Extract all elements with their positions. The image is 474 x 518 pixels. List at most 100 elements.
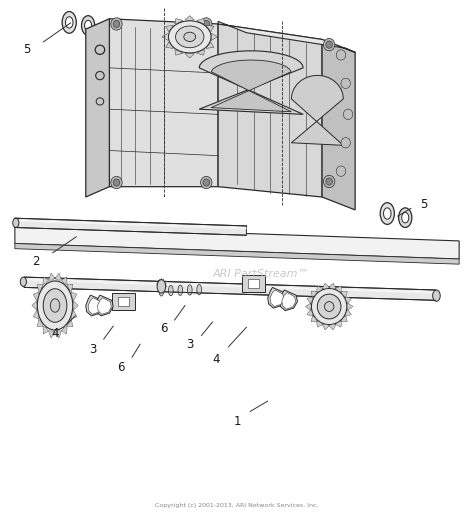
Polygon shape [346, 310, 351, 316]
Polygon shape [33, 310, 39, 319]
Polygon shape [218, 24, 322, 197]
Polygon shape [37, 284, 43, 292]
Polygon shape [175, 50, 183, 55]
Polygon shape [335, 321, 342, 327]
Polygon shape [43, 326, 49, 334]
Polygon shape [292, 75, 343, 146]
Polygon shape [62, 326, 67, 334]
Polygon shape [341, 291, 347, 297]
Polygon shape [112, 293, 135, 310]
Polygon shape [185, 53, 194, 58]
Ellipse shape [159, 286, 164, 296]
Polygon shape [322, 283, 329, 289]
Polygon shape [196, 19, 205, 24]
Circle shape [203, 179, 210, 186]
Polygon shape [211, 60, 292, 112]
Ellipse shape [37, 281, 73, 330]
Circle shape [341, 78, 350, 89]
Polygon shape [268, 287, 286, 308]
Ellipse shape [184, 32, 196, 41]
Polygon shape [242, 275, 265, 293]
Polygon shape [109, 19, 218, 186]
Polygon shape [62, 277, 67, 285]
Polygon shape [282, 293, 296, 309]
Polygon shape [199, 51, 303, 114]
Ellipse shape [178, 285, 182, 295]
Polygon shape [270, 290, 284, 307]
Circle shape [201, 18, 212, 30]
Circle shape [113, 20, 120, 27]
Ellipse shape [383, 208, 391, 219]
Ellipse shape [82, 16, 95, 35]
Polygon shape [15, 225, 459, 259]
Polygon shape [49, 331, 55, 338]
Polygon shape [15, 243, 459, 264]
Ellipse shape [43, 289, 67, 322]
Polygon shape [55, 331, 62, 338]
Polygon shape [211, 33, 218, 40]
Text: 6: 6 [118, 361, 125, 374]
Polygon shape [88, 298, 102, 314]
Polygon shape [162, 33, 168, 40]
Ellipse shape [65, 17, 73, 28]
Polygon shape [32, 301, 37, 310]
Polygon shape [33, 292, 39, 300]
Text: 4: 4 [51, 327, 59, 340]
Text: Copyright (c) 2001-2013, ARI Network Services, Inc.: Copyright (c) 2001-2013, ARI Network Ser… [155, 503, 319, 508]
Polygon shape [322, 324, 329, 330]
Circle shape [111, 18, 122, 30]
Circle shape [323, 175, 335, 188]
Circle shape [336, 50, 346, 60]
Polygon shape [49, 273, 55, 280]
Polygon shape [24, 277, 436, 300]
Polygon shape [341, 316, 347, 322]
Polygon shape [196, 50, 205, 55]
Circle shape [323, 38, 335, 51]
Circle shape [326, 178, 332, 185]
Ellipse shape [62, 11, 76, 33]
Ellipse shape [187, 285, 192, 295]
Polygon shape [317, 321, 323, 327]
Text: 1: 1 [233, 415, 241, 428]
Ellipse shape [324, 301, 334, 311]
Polygon shape [317, 286, 323, 292]
Polygon shape [311, 291, 317, 297]
Ellipse shape [399, 208, 412, 227]
Polygon shape [307, 297, 313, 304]
Polygon shape [329, 324, 336, 330]
Polygon shape [86, 19, 109, 197]
Circle shape [113, 179, 120, 186]
Polygon shape [346, 297, 351, 304]
Polygon shape [322, 39, 355, 210]
Ellipse shape [84, 20, 91, 31]
Polygon shape [15, 220, 246, 229]
Polygon shape [86, 295, 104, 316]
Polygon shape [71, 310, 77, 319]
Polygon shape [71, 292, 77, 300]
Polygon shape [206, 42, 214, 48]
Polygon shape [165, 42, 173, 48]
Polygon shape [335, 286, 342, 292]
Circle shape [201, 176, 212, 189]
Polygon shape [55, 273, 62, 280]
Text: 3: 3 [89, 343, 97, 356]
Polygon shape [15, 218, 246, 235]
Polygon shape [98, 298, 111, 314]
Ellipse shape [433, 290, 440, 301]
Polygon shape [311, 316, 317, 322]
Polygon shape [206, 25, 214, 32]
Polygon shape [73, 301, 78, 310]
Polygon shape [118, 297, 129, 306]
Ellipse shape [318, 294, 341, 319]
Ellipse shape [20, 277, 27, 286]
Text: 5: 5 [23, 44, 30, 56]
Circle shape [336, 166, 346, 176]
Ellipse shape [175, 26, 204, 48]
Circle shape [326, 41, 332, 48]
Text: 4: 4 [212, 353, 219, 366]
Polygon shape [37, 319, 43, 327]
Circle shape [343, 109, 353, 120]
Ellipse shape [157, 280, 165, 293]
Text: 2: 2 [32, 255, 40, 268]
Polygon shape [329, 283, 336, 289]
